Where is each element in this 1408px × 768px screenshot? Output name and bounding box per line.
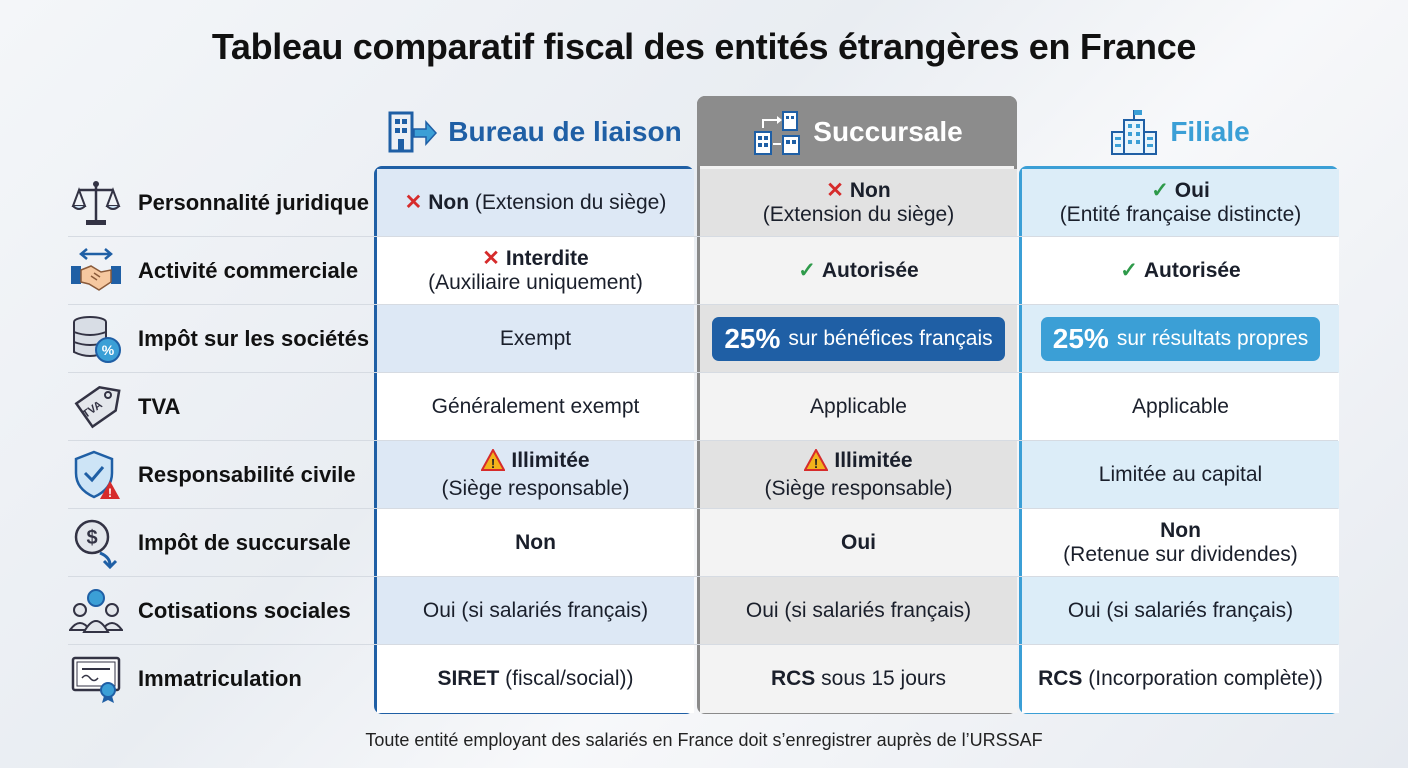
table-row-tva: TVA TVA Généralement exempt Applicable A… — [68, 373, 1339, 441]
cross-icon: ✕ — [826, 179, 844, 202]
table-row-cotisations: Cotisations sociales Oui (si salariés fr… — [68, 577, 1339, 645]
cell-bureau: ✕ Interdite (Auxiliaire uniquement) — [377, 237, 694, 305]
row-label: Personnalité juridique — [68, 169, 374, 237]
table-row-impot-succursale: $ Impôt de succursale Non Oui Non (Reten… — [68, 509, 1339, 577]
check-icon: ✓ — [798, 259, 816, 282]
column-header-bg-succursale — [697, 96, 1017, 166]
handshake-icon — [68, 243, 124, 299]
certificate-icon — [68, 651, 124, 707]
row-label: TVA TVA — [68, 373, 374, 441]
cell-filiale: ✓ Autorisée — [1022, 237, 1339, 305]
cell-bureau: ! Illimitée (Siège responsable) — [377, 441, 694, 509]
cell-succursale: ✓ Autorisée — [700, 237, 1017, 305]
page-title: Tableau comparatif fiscal des entités ét… — [211, 26, 1197, 67]
row-label: % Impôt sur les sociétés — [68, 305, 374, 373]
table-row-activite: Activité commerciale ✕ Interdite (Auxilia… — [68, 237, 1339, 305]
row-divider — [68, 372, 1338, 373]
warning-icon: ! — [803, 447, 830, 477]
cell-bureau: Oui (si salariés français) — [377, 577, 694, 645]
cell-succursale: ! Illimitée (Siège responsable) — [700, 441, 1017, 509]
row-label: Immatriculation — [68, 645, 374, 713]
building-arrow-icon — [386, 108, 438, 156]
cell-filiale: 25% sur résultats propres — [1022, 305, 1339, 373]
coins-percent-icon: % — [68, 311, 124, 367]
check-icon: ✓ — [1120, 259, 1138, 282]
cell-filiale: Applicable — [1022, 373, 1339, 441]
row-divider — [68, 304, 1338, 305]
cell-succursale: ✕ Non (Extension du siège) — [700, 169, 1017, 237]
shield-warning-icon: ! — [68, 447, 124, 503]
svg-text:!: ! — [491, 456, 495, 471]
warning-icon: ! — [480, 447, 507, 477]
row-divider — [68, 576, 1338, 577]
cell-succursale: Oui (si salariés français) — [700, 577, 1017, 645]
cell-filiale: Oui (si salariés français) — [1022, 577, 1339, 645]
cell-bureau: Non — [377, 509, 694, 577]
row-label: Cotisations sociales — [68, 577, 374, 645]
branch-buildings-icon — [751, 108, 803, 156]
row-divider — [68, 644, 1338, 645]
column-header-succursale: Succursale — [697, 108, 1017, 156]
svg-text:$: $ — [86, 527, 97, 549]
column-header-label: Succursale — [813, 116, 963, 147]
table-row-immatriculation: Immatriculation SIRET (fiscal/social)) R… — [68, 645, 1339, 713]
row-label: ! Responsabilité civile — [68, 441, 374, 509]
cell-bureau: Exempt — [377, 305, 694, 373]
svg-text:!: ! — [814, 456, 818, 471]
cell-bureau: ✕ Non (Extension du siège) — [377, 169, 694, 237]
svg-text:%: % — [102, 342, 115, 358]
cell-succursale: RCS sous 15 jours — [700, 645, 1017, 713]
column-header-bureau: Bureau de liaison — [374, 108, 694, 156]
cell-filiale: Non (Retenue sur dividendes) — [1022, 509, 1339, 577]
row-label: Activité commerciale — [68, 237, 374, 305]
cell-bureau: SIRET (fiscal/social)) — [377, 645, 694, 713]
cell-succursale: Applicable — [700, 373, 1017, 441]
column-header-filiale: Filiale — [1019, 108, 1339, 156]
cross-icon: ✕ — [404, 191, 423, 214]
table-row-responsabilite: ! Responsabilité civile ! Illimitée (Sièg… — [68, 441, 1339, 509]
scales-icon — [68, 175, 124, 231]
cell-filiale: ✓ Oui (Entité française distincte) — [1022, 169, 1339, 237]
cell-filiale: RCS (Incorporation complète)) — [1022, 645, 1339, 713]
table-row-impot-societes: % Impôt sur les sociétés Exempt 25% sur … — [68, 305, 1339, 373]
row-divider — [68, 236, 1338, 237]
rate-badge: 25% sur bénéfices français — [712, 317, 1005, 361]
cell-filiale: Limitée au capital — [1022, 441, 1339, 509]
row-divider — [68, 440, 1338, 441]
table-row-personnalite: Personnalité juridique ✕ Non (Extension d… — [68, 169, 1339, 237]
check-icon: ✓ — [1151, 179, 1169, 202]
rate-badge: 25% sur résultats propres — [1040, 317, 1321, 361]
row-divider — [68, 508, 1338, 509]
cell-succursale: Oui — [700, 509, 1017, 577]
office-building-flag-icon — [1108, 108, 1160, 156]
cell-succursale: 25% sur bénéfices français — [700, 305, 1017, 373]
cell-bureau: Généralement exempt — [377, 373, 694, 441]
cross-icon: ✕ — [482, 247, 500, 270]
dollar-coin-arrow-icon: $ — [68, 515, 124, 571]
footnote: Toute entité employant des salariés en F… — [365, 730, 1043, 750]
svg-text:!: ! — [108, 486, 112, 500]
tax-tag-icon: TVA — [68, 379, 124, 435]
row-label: $ Impôt de succursale — [68, 509, 374, 577]
column-header-label: Bureau de liaison — [448, 116, 682, 147]
column-header-label: Filiale — [1170, 116, 1250, 147]
people-group-icon — [68, 583, 124, 639]
